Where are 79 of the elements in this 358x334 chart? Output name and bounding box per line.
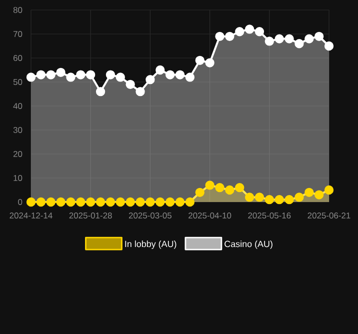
point (175, 70, 185, 80)
y-tick-label: 60 (14, 55, 22, 61)
point (136, 197, 145, 207)
point (156, 197, 165, 207)
point (175, 197, 185, 207)
point (244, 24, 254, 34)
x-tick-label: 2025-06-21 (308, 212, 350, 219)
point (314, 190, 324, 200)
point (185, 72, 195, 82)
point (274, 34, 284, 44)
x-tick-label: 2025-04-10 (188, 212, 232, 219)
y-tick-label: 70 (14, 31, 22, 37)
y-tick-label: 20 (13, 151, 22, 157)
point (304, 188, 314, 197)
y-tick-label: 30 (13, 127, 22, 133)
point (254, 27, 264, 36)
point (76, 70, 86, 80)
point (195, 188, 204, 197)
point (146, 75, 155, 84)
point (56, 197, 66, 207)
point (284, 34, 294, 44)
x-tick-label: 2025-05-16 (248, 212, 291, 219)
point (46, 70, 56, 80)
legend-label: In lobby (AU) (125, 240, 176, 249)
point (314, 32, 324, 41)
point (136, 87, 145, 96)
point (86, 70, 96, 80)
point (254, 192, 264, 202)
point (215, 32, 224, 41)
point (46, 197, 56, 207)
point (36, 197, 46, 207)
point (235, 183, 244, 192)
point (264, 195, 274, 204)
legend-label: Casino (AU) (224, 240, 272, 249)
point (165, 70, 175, 80)
point (76, 197, 86, 207)
point (225, 185, 234, 195)
point (284, 195, 294, 204)
y-tick-label: 0 (18, 199, 22, 205)
point (146, 197, 155, 207)
point (225, 32, 234, 41)
x-tick-label: 2024-12-14 (10, 212, 52, 219)
point (304, 34, 314, 44)
point (235, 27, 244, 36)
point (86, 197, 96, 207)
point (26, 197, 36, 207)
point (96, 197, 106, 207)
point (185, 197, 195, 207)
point (274, 195, 284, 204)
point (26, 72, 36, 82)
point (126, 80, 135, 89)
point (116, 72, 125, 82)
y-tick-label: 50 (13, 79, 22, 85)
point (264, 36, 274, 46)
point (36, 70, 46, 80)
point (116, 197, 125, 207)
point (126, 197, 135, 207)
point (165, 197, 175, 207)
y-tick-label: 40 (13, 103, 22, 109)
point (156, 65, 165, 75)
point (294, 39, 304, 48)
point (96, 87, 106, 96)
x-tick-label: 2025-03-05 (128, 212, 172, 219)
point (56, 68, 66, 77)
point (106, 70, 116, 80)
point (324, 41, 334, 51)
y-tick-label: 80 (13, 7, 22, 13)
point (294, 192, 304, 202)
point (106, 197, 116, 207)
point (205, 180, 214, 190)
point (66, 197, 76, 207)
point (66, 72, 76, 82)
point (215, 183, 224, 192)
point (195, 56, 204, 65)
point (324, 185, 334, 195)
point (205, 58, 214, 68)
x-tick-label: 2025-01-28 (69, 212, 112, 219)
point (244, 192, 254, 202)
y-tick-label: 10 (14, 175, 22, 181)
